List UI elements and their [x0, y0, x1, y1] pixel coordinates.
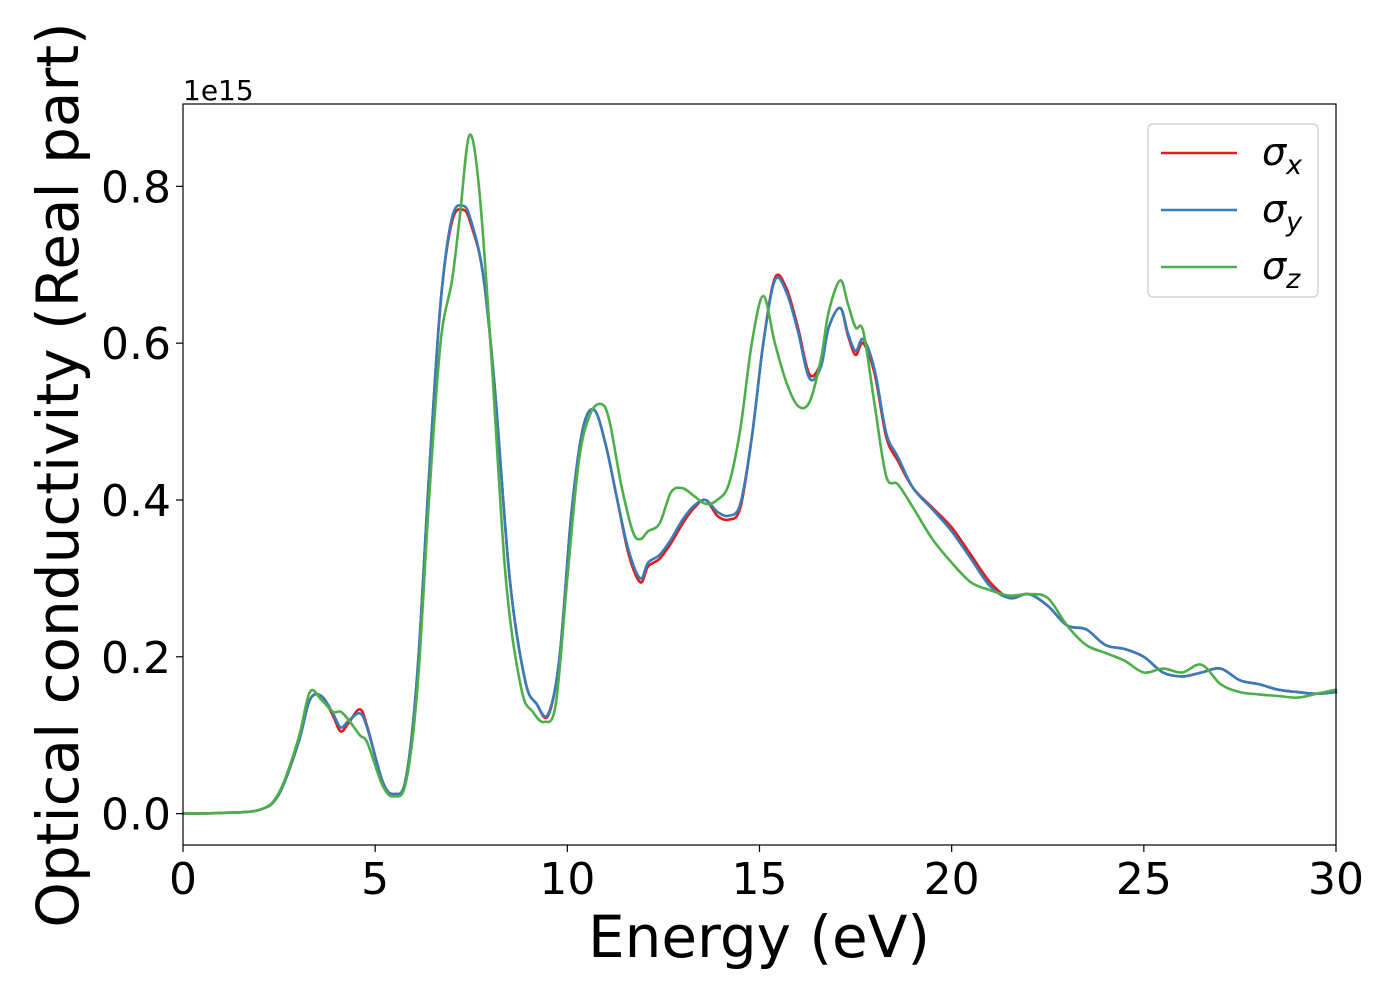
series-layer: [181, 133, 1338, 815]
x-axis-title: Energy (eV): [588, 903, 930, 971]
series-line-z: [181, 133, 1338, 815]
y-tick-label: 0.0: [101, 790, 171, 841]
x-tick-label: 10: [539, 854, 595, 905]
legend-label-z: σz: [1262, 244, 1301, 295]
x-tick-label: 20: [924, 854, 980, 905]
y-tick-label: 0.4: [101, 476, 171, 527]
y-tick-label: 0.6: [101, 319, 171, 370]
x-tick-label: 25: [1116, 854, 1172, 905]
x-axis-ticks: 0 5 10 15 20 25 30: [169, 845, 1364, 905]
y-axis-title: Optical conductivity (Real part): [24, 22, 92, 927]
legend-label-y: σy: [1262, 187, 1303, 238]
y-offset-text: 1e15: [183, 74, 254, 107]
legend: σx σy σz: [1147, 123, 1319, 298]
x-tick-label: 5: [361, 854, 389, 905]
x-tick-label: 30: [1308, 854, 1364, 905]
y-axis-ticks: 0.0 0.2 0.4 0.6 0.8: [101, 162, 183, 841]
x-tick-label: 15: [732, 854, 788, 905]
y-tick-label: 0.2: [101, 633, 171, 684]
x-tick-label: 0: [169, 854, 197, 905]
legend-label-x: σx: [1262, 130, 1303, 181]
y-tick-label: 0.8: [101, 162, 171, 213]
